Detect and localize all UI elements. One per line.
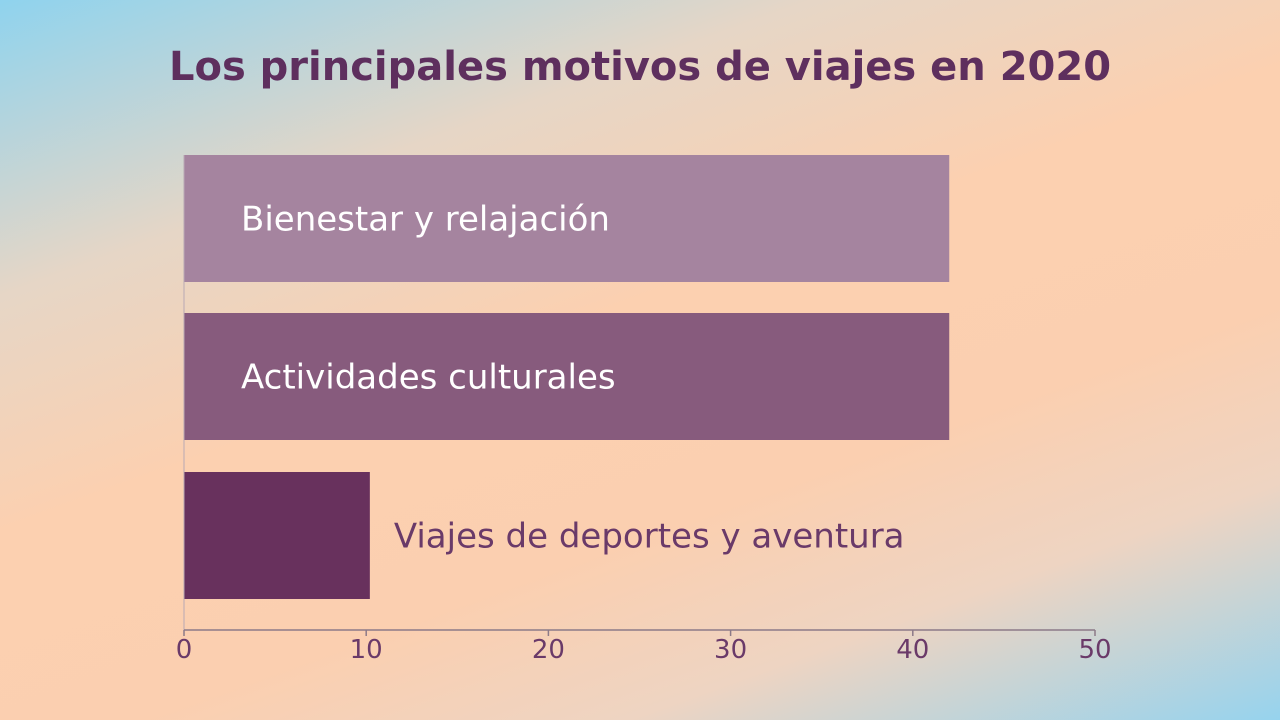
chart-title: Los principales motivos de viajes en 202… <box>168 44 1112 90</box>
x-tick-label: 0 <box>176 635 193 665</box>
bar-label: Bienestar y relajación <box>241 200 610 240</box>
x-tick-label: 20 <box>532 635 565 665</box>
x-axis: 0 10 20 30 40 50 <box>176 155 1112 665</box>
x-tick-label: 40 <box>896 635 929 665</box>
bar <box>184 472 370 599</box>
bar <box>184 155 950 282</box>
x-tick-label: 10 <box>350 635 383 665</box>
bar-label: Viajes de deportes y aventura <box>394 517 905 557</box>
x-tick-label: 30 <box>714 635 747 665</box>
bar-label: Actividades culturales <box>241 358 616 398</box>
bar <box>184 313 950 440</box>
x-tick-label: 50 <box>1078 635 1111 665</box>
bars-group: Bienestar y relajación Actividades cultur… <box>184 155 950 599</box>
